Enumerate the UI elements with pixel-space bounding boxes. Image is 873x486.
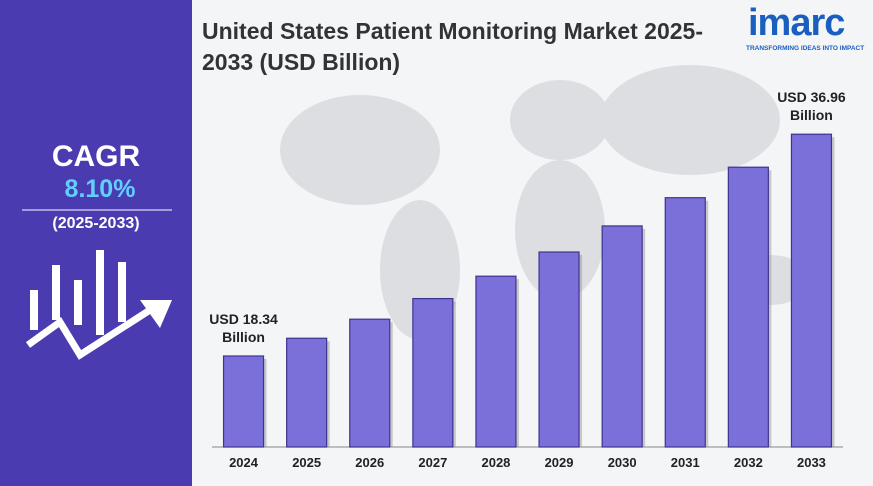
growth-icon	[22, 209, 172, 360]
bar	[222, 355, 265, 448]
cagr-period: (2025-2033)	[52, 215, 140, 232]
bar	[727, 166, 769, 448]
cagr-panel	[0, 0, 192, 486]
x-tick-label: 2024	[229, 455, 259, 470]
bar	[601, 225, 643, 448]
x-tick-label: 2026	[355, 455, 384, 470]
bar	[286, 337, 328, 448]
value-label: USD 18.34 Billion	[209, 310, 278, 345]
x-tick-label: 2032	[734, 455, 763, 470]
logo: imarc	[748, 2, 845, 44]
x-tick-label: 2025	[292, 455, 321, 470]
bar	[664, 197, 706, 448]
cagr-label: CAGR	[51, 140, 141, 173]
x-tick-label: 2030	[608, 455, 637, 470]
bar	[349, 318, 391, 448]
value-label: USD 36.96 Billion	[777, 89, 846, 124]
x-tick-label: 2029	[545, 455, 574, 470]
x-tick-label: 2027	[418, 455, 447, 470]
logo-tagline: TRANSFORMING IDEAS INTO IMPACT	[746, 45, 865, 52]
x-tick-label: 2031	[671, 455, 700, 470]
chart-title: United States Patient Monitoring Market …	[202, 18, 703, 75]
bar	[538, 251, 580, 448]
bar	[412, 297, 454, 448]
bar	[790, 133, 833, 448]
bar	[475, 275, 517, 448]
cagr-value: 8.10%	[64, 175, 136, 203]
x-tick-label: 2033	[797, 455, 826, 470]
x-tick-label: 2028	[481, 455, 510, 470]
